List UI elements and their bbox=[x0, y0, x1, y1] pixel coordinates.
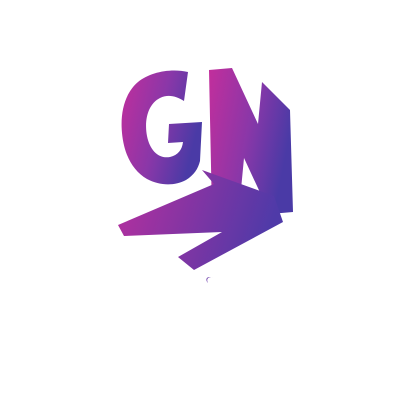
logo-crescent-mark bbox=[206, 277, 213, 283]
logo-letter-n-shape bbox=[209, 68, 293, 214]
logo-zigzag-shape bbox=[118, 170, 283, 270]
logo-letter-g-shape bbox=[121, 70, 202, 185]
